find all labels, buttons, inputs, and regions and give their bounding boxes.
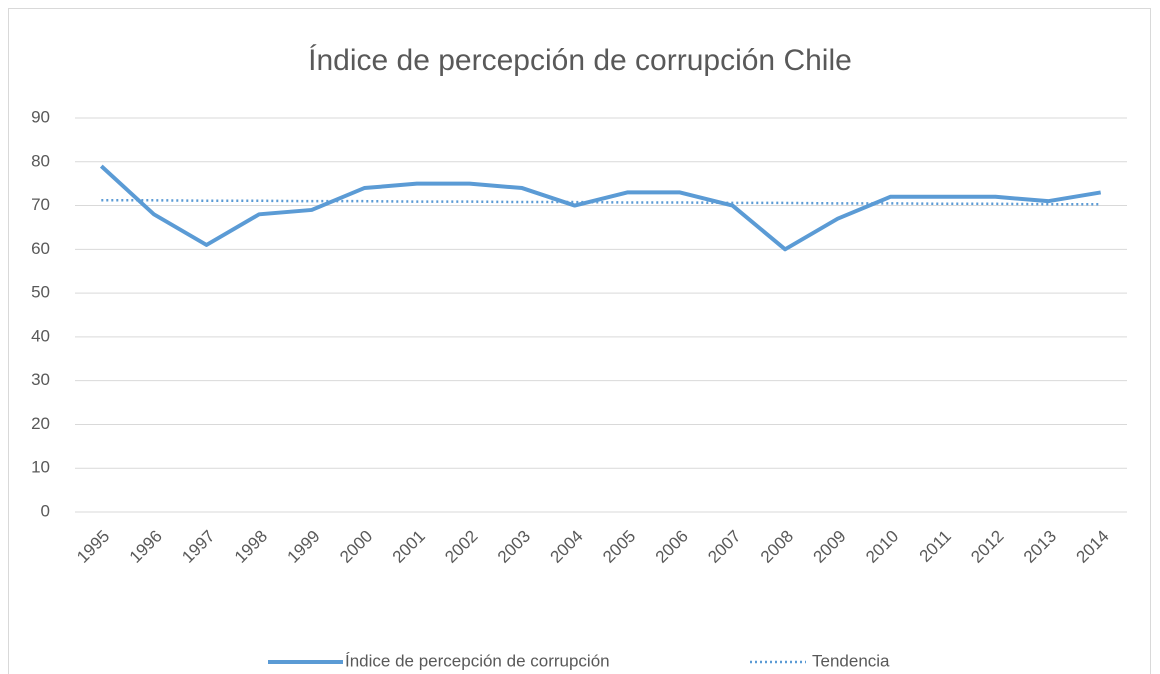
chart-frame	[8, 8, 1151, 674]
y-tick-label: 60	[31, 239, 50, 258]
y-tick-label: 50	[31, 283, 50, 302]
y-tick-label: 10	[31, 458, 50, 477]
legend-label: Índice de percepción de corrupción	[345, 651, 610, 670]
y-tick-label: 80	[31, 151, 50, 170]
y-tick-label: 90	[31, 107, 50, 126]
y-tick-label: 0	[41, 501, 50, 520]
chart-title: Índice de percepción de corrupción Chile	[308, 44, 852, 77]
y-tick-label: 30	[31, 370, 50, 389]
series-line	[101, 199, 1101, 206]
y-tick-label: 20	[31, 414, 50, 433]
y-tick-label: 40	[31, 326, 50, 345]
series-line	[99, 164, 1102, 252]
legend-label: Tendencia	[812, 651, 890, 670]
y-tick-label: 70	[31, 195, 50, 214]
